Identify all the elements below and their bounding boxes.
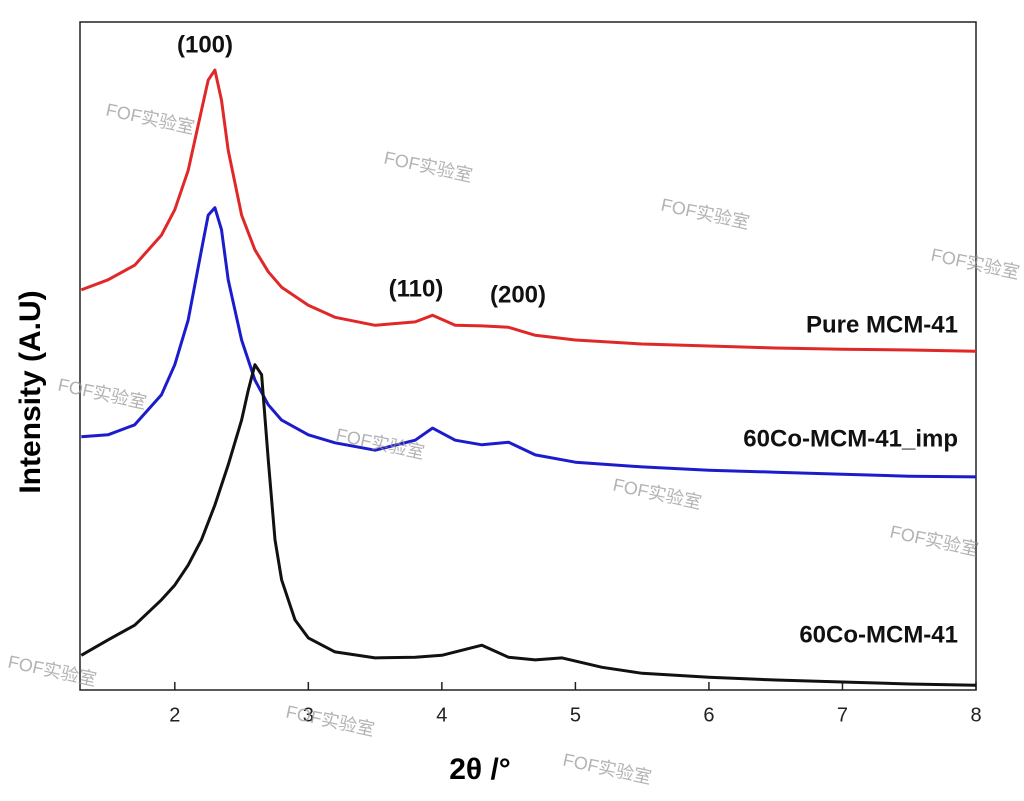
series-line xyxy=(80,363,977,687)
watermark: FOF实验室 xyxy=(284,702,376,740)
x-tick-label: 3 xyxy=(303,704,314,726)
x-tick-label: 2 xyxy=(169,704,180,726)
watermark: FOF实验室 xyxy=(104,100,196,138)
x-tick-label: 4 xyxy=(436,704,447,726)
watermark: FOF实验室 xyxy=(6,652,98,690)
peak-annotation: (100) xyxy=(177,31,233,58)
watermark: FOF实验室 xyxy=(611,475,703,513)
series-label: 60Co-MCM-41_imp xyxy=(743,425,958,452)
series-line xyxy=(81,206,977,479)
watermark: FOF实验室 xyxy=(56,375,148,413)
plot-frame xyxy=(79,21,977,691)
peak-annotation: (200) xyxy=(490,281,546,308)
watermark: FOF实验室 xyxy=(561,750,653,788)
y-axis-label: Intensity (A.U) xyxy=(14,290,47,493)
x-tick-label: 8 xyxy=(970,704,981,726)
watermark: FOF实验室 xyxy=(334,425,426,463)
watermark: FOF实验室 xyxy=(888,522,980,560)
series-label: 60Co-MCM-41 xyxy=(799,621,958,648)
series-label: Pure MCM-41 xyxy=(806,311,958,338)
x-axis-label: 2θ /° xyxy=(449,753,511,786)
x-tick-label: 5 xyxy=(570,704,581,726)
x-tick-label: 7 xyxy=(837,704,848,726)
peak-annotation: (110) xyxy=(389,275,444,302)
x-tick-label: 6 xyxy=(703,704,714,726)
watermark: FOF实验室 xyxy=(659,195,751,233)
series-line xyxy=(80,68,977,353)
watermark: FOF实验室 xyxy=(382,148,474,186)
